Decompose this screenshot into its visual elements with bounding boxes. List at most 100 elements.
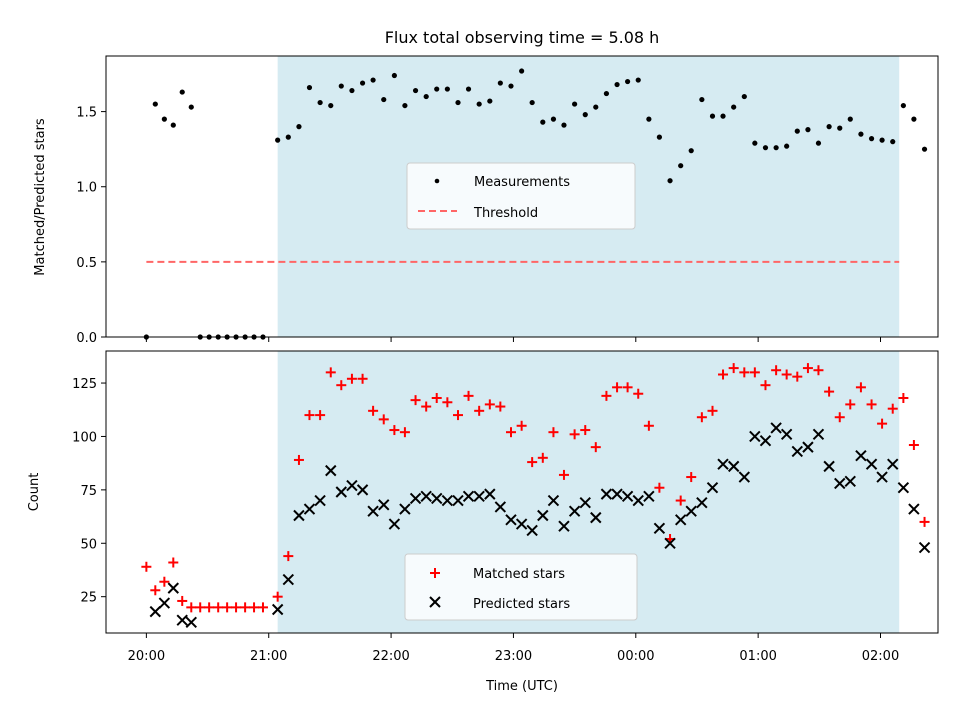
legend-threshold-label: Threshold [473, 206, 538, 221]
predicted-stars-point [791, 445, 804, 458]
measurements-point [911, 116, 917, 122]
matched-stars-point [213, 602, 224, 613]
legend-measurements-label: Measurements [474, 175, 570, 190]
matched-stars-point [855, 382, 866, 393]
matched-stars-point [315, 410, 326, 421]
measurements-point [762, 145, 769, 151]
bottom-ylabel: Count [27, 473, 42, 512]
predicted-stars-point [759, 435, 772, 447]
matched-stars-point [231, 602, 242, 613]
matched-stars-point [177, 595, 188, 606]
predicted-stars-point [158, 597, 171, 609]
predicted-stars-point [706, 482, 719, 494]
matched-stars-point [590, 442, 601, 453]
matched-stars-point [622, 382, 633, 393]
matched-stars-point [442, 397, 453, 408]
top-ytick-label: 0.0 [76, 331, 97, 346]
matched-stars-point [569, 429, 580, 440]
predicted-stars-point [855, 449, 867, 462]
matched-stars-point [707, 405, 718, 416]
top-ytick-label: 0.5 [76, 256, 97, 271]
measurements-point [646, 116, 652, 122]
top-ytick-label: 1.0 [76, 181, 97, 196]
predicted-stars-point [167, 582, 180, 594]
predicted-stars-point [367, 505, 379, 517]
predicted-stars-point [325, 464, 337, 477]
matched-stars-point [908, 440, 919, 450]
predicted-stars-point [515, 518, 528, 530]
measurements-point [784, 143, 790, 149]
predicted-stars-point [717, 458, 729, 470]
measurements-point [423, 93, 429, 100]
matched-stars-point [612, 382, 623, 393]
matched-stars-point [453, 410, 464, 421]
predicted-stars-point [621, 490, 634, 502]
predicted-stars-point [441, 494, 454, 507]
matched-stars-point [675, 495, 686, 506]
measurements-point [370, 77, 376, 83]
matched-stars-point [195, 602, 206, 613]
predicted-stars-point [918, 541, 931, 554]
measurements-point [890, 139, 896, 145]
measurements-point [709, 113, 716, 119]
matched-stars-point [150, 585, 161, 596]
predicted-stars-point [293, 509, 305, 522]
matched-stars-point [495, 401, 506, 412]
matched-stars-point [304, 410, 315, 421]
measurements-point [296, 124, 302, 130]
predicted-stars-point [865, 458, 878, 470]
chart-title: Flux total observing time = 5.08 h [385, 28, 660, 47]
matched-stars-point [824, 386, 835, 397]
measurements-point [188, 104, 194, 110]
matched-stars-point [272, 591, 283, 602]
matched-stars-point [558, 469, 569, 480]
legend-predicted-marker [429, 596, 441, 608]
measurements-point [614, 81, 620, 88]
predicted-stars-point [770, 422, 782, 434]
measurements-point [805, 127, 811, 133]
matched-stars-point [728, 363, 739, 374]
xtick-label: 23:00 [495, 649, 532, 664]
predicted-stars-point [547, 494, 560, 507]
predicted-stars-point [834, 477, 846, 490]
top-legend: Measurements Threshold [406, 162, 636, 230]
matched-stars-point [781, 369, 792, 380]
measurements-point [667, 178, 673, 184]
predicted-stars-point [568, 505, 581, 517]
measurements-point [391, 72, 397, 79]
measurements-point [381, 96, 387, 103]
bottom-xlabel: Time (UTC) [485, 679, 558, 694]
measurements-point [815, 140, 822, 146]
predicted-stars-point [526, 524, 538, 537]
measurements-point [497, 80, 503, 86]
matched-stars-point [474, 405, 485, 416]
predicted-stars-point [749, 430, 761, 443]
measurements-point [338, 83, 344, 89]
measurements-point [773, 145, 779, 151]
measurements-point [561, 122, 567, 128]
predicted-stars-point [335, 486, 347, 498]
measurements-point [540, 119, 546, 125]
matched-stars-point [633, 388, 644, 399]
legend-matched-marker [430, 568, 440, 578]
predicted-stars-point [696, 496, 708, 509]
legend-predicted-label: Predicted stars [473, 597, 570, 612]
measurements-point [868, 136, 875, 142]
matched-stars-point [643, 420, 654, 431]
predicted-stars-point [484, 488, 496, 500]
measurements-point [847, 116, 853, 122]
xtick-label: 01:00 [739, 649, 776, 664]
matched-stars-point [389, 425, 400, 436]
predicted-stars-point [378, 499, 390, 511]
predicted-stars-point [149, 605, 162, 618]
matched-stars-point [739, 367, 750, 378]
predicted-stars-point [643, 490, 655, 502]
predicted-stars-point [738, 471, 751, 483]
measurements-point [699, 96, 705, 103]
predicted-stars-point [823, 460, 835, 473]
matched-stars-point [410, 395, 421, 406]
predicted-stars-point [399, 503, 411, 515]
top-plot-frame [105, 55, 939, 338]
